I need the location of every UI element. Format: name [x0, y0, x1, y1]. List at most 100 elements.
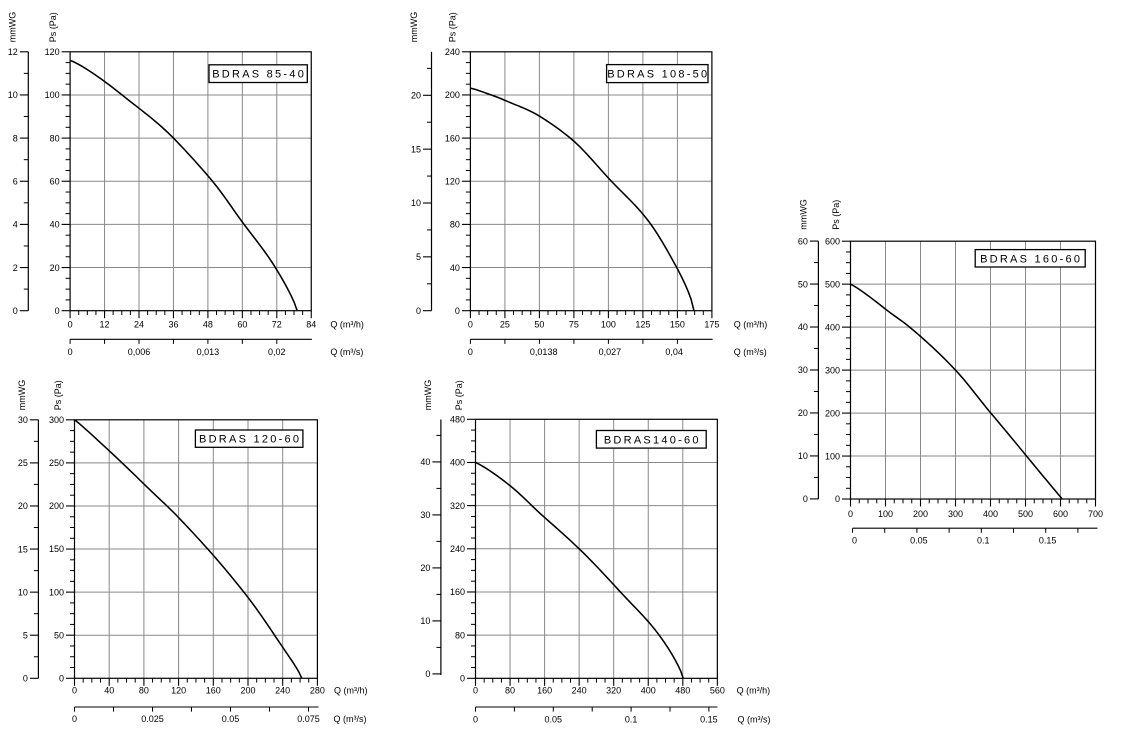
- svg-text:2: 2: [13, 263, 18, 273]
- svg-text:BDRAS 85-40: BDRAS 85-40: [212, 69, 306, 81]
- svg-text:400: 400: [641, 686, 656, 696]
- svg-text:0: 0: [23, 674, 28, 684]
- svg-text:0: 0: [468, 320, 473, 330]
- svg-text:75: 75: [569, 320, 579, 330]
- svg-text:40: 40: [450, 263, 460, 273]
- svg-text:0,006: 0,006: [128, 347, 151, 357]
- svg-text:0: 0: [68, 320, 73, 330]
- svg-text:150: 150: [49, 544, 64, 554]
- svg-text:100: 100: [45, 90, 60, 100]
- svg-text:400: 400: [825, 322, 840, 332]
- svg-text:0.025: 0.025: [141, 714, 164, 724]
- svg-text:200: 200: [445, 90, 460, 100]
- svg-text:Ps (Pa): Ps (Pa): [48, 12, 58, 42]
- svg-text:20: 20: [50, 263, 60, 273]
- svg-text:160: 160: [206, 686, 221, 696]
- svg-text:0,04: 0,04: [665, 347, 683, 357]
- svg-text:BDRAS 120-60: BDRAS 120-60: [199, 434, 301, 446]
- svg-text:5: 5: [416, 252, 421, 262]
- svg-text:4: 4: [13, 220, 18, 230]
- svg-text:mmWG: mmWG: [798, 199, 808, 230]
- svg-text:160: 160: [445, 133, 460, 143]
- svg-text:0,0138: 0,0138: [530, 347, 558, 357]
- svg-text:400: 400: [983, 509, 998, 519]
- svg-text:0: 0: [425, 669, 430, 679]
- svg-text:320: 320: [450, 501, 465, 511]
- svg-text:36: 36: [168, 320, 178, 330]
- svg-text:20: 20: [420, 563, 430, 573]
- svg-text:0: 0: [72, 714, 77, 724]
- svg-text:0: 0: [68, 347, 73, 357]
- svg-text:0.075: 0.075: [297, 714, 320, 724]
- svg-text:480: 480: [450, 415, 465, 425]
- svg-text:0: 0: [473, 714, 478, 724]
- svg-text:0: 0: [473, 686, 478, 696]
- svg-text:Ps (Pa): Ps (Pa): [454, 380, 464, 410]
- svg-text:BDRAS 108-50: BDRAS 108-50: [607, 69, 709, 81]
- svg-text:50: 50: [798, 279, 808, 289]
- svg-text:120: 120: [171, 686, 186, 696]
- svg-text:Q (m³/h): Q (m³/h): [737, 686, 771, 696]
- svg-text:15: 15: [411, 144, 421, 154]
- svg-text:80: 80: [505, 686, 515, 696]
- svg-text:300: 300: [49, 415, 64, 425]
- svg-text:240: 240: [445, 47, 460, 57]
- svg-text:40: 40: [420, 457, 430, 467]
- svg-text:0: 0: [455, 306, 460, 316]
- svg-text:160: 160: [537, 686, 552, 696]
- svg-text:Ps (Pa): Ps (Pa): [53, 380, 63, 410]
- svg-text:0,02: 0,02: [268, 347, 286, 357]
- svg-text:30: 30: [18, 415, 28, 425]
- svg-text:50: 50: [54, 630, 64, 640]
- svg-text:Ps (Pa): Ps (Pa): [448, 12, 458, 42]
- svg-text:Q (m³/s): Q (m³/s): [334, 714, 367, 724]
- svg-text:50: 50: [534, 320, 544, 330]
- svg-text:48: 48: [203, 320, 213, 330]
- svg-text:10: 10: [8, 90, 18, 100]
- svg-text:200: 200: [913, 509, 928, 519]
- svg-text:10: 10: [798, 451, 808, 461]
- svg-text:40: 40: [104, 686, 114, 696]
- svg-text:40: 40: [798, 322, 808, 332]
- svg-text:6: 6: [13, 176, 18, 186]
- svg-text:mmWG: mmWG: [423, 380, 433, 411]
- svg-text:0.05: 0.05: [910, 536, 928, 546]
- svg-text:0: 0: [803, 494, 808, 504]
- svg-text:0,013: 0,013: [197, 347, 220, 357]
- svg-text:60: 60: [50, 176, 60, 186]
- svg-text:560: 560: [710, 686, 725, 696]
- svg-text:mmWG: mmWG: [409, 12, 419, 43]
- svg-text:100: 100: [825, 451, 840, 461]
- svg-text:0.05: 0.05: [545, 714, 563, 724]
- svg-text:150: 150: [670, 320, 685, 330]
- svg-text:0.15: 0.15: [1039, 536, 1057, 546]
- svg-text:0: 0: [13, 306, 18, 316]
- svg-text:0: 0: [59, 673, 64, 683]
- svg-text:125: 125: [635, 320, 650, 330]
- svg-text:10: 10: [411, 198, 421, 208]
- svg-text:240: 240: [572, 686, 587, 696]
- svg-text:0: 0: [460, 674, 465, 684]
- svg-text:0.1: 0.1: [977, 536, 990, 546]
- svg-text:175: 175: [704, 320, 719, 330]
- svg-text:0: 0: [468, 347, 473, 357]
- svg-text:10: 10: [420, 616, 430, 626]
- svg-text:30: 30: [798, 365, 808, 375]
- svg-text:600: 600: [825, 236, 840, 246]
- svg-text:30: 30: [420, 510, 430, 520]
- svg-text:0: 0: [72, 686, 77, 696]
- svg-text:20: 20: [411, 91, 421, 101]
- svg-text:200: 200: [240, 686, 255, 696]
- svg-text:25: 25: [18, 458, 28, 468]
- svg-text:160: 160: [450, 587, 465, 597]
- svg-text:600: 600: [1053, 509, 1068, 519]
- svg-text:240: 240: [275, 686, 290, 696]
- svg-text:0: 0: [848, 509, 853, 519]
- svg-text:Q (m³/s): Q (m³/s): [330, 347, 363, 357]
- svg-text:10: 10: [18, 587, 28, 597]
- svg-text:84: 84: [306, 320, 316, 330]
- svg-text:72: 72: [272, 320, 282, 330]
- svg-text:20: 20: [798, 408, 808, 418]
- svg-text:250: 250: [49, 458, 64, 468]
- svg-text:240: 240: [450, 544, 465, 554]
